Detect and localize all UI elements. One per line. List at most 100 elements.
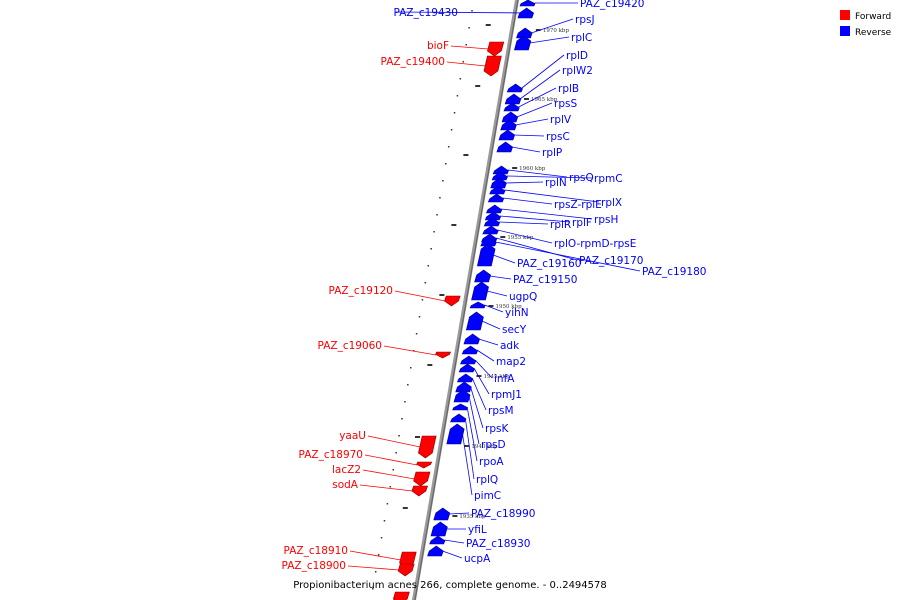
- reverse-gene[interactable]: pimC: [446, 423, 501, 502]
- gene-leader-line: [516, 102, 553, 118]
- gene-label: rplN: [545, 177, 567, 189]
- gene-label: rplP: [542, 147, 562, 159]
- reverse-gene[interactable]: rpsZ-rplE: [487, 193, 602, 211]
- gene-leader-line: [518, 87, 557, 108]
- scale-tick: 1970 kbp: [535, 28, 569, 34]
- reverse-gene[interactable]: rpsM: [456, 373, 514, 417]
- reverse-gene[interactable]: PAZ_c19160: [476, 243, 581, 270]
- reverse-gene[interactable]: rpmJ1: [458, 363, 522, 401]
- gene-glyph: [413, 471, 431, 487]
- gene-leader-line: [507, 169, 568, 178]
- gene-label: yihN: [505, 307, 529, 319]
- tick-label: 1935 kbp: [459, 514, 486, 520]
- gene-glyph: [469, 301, 486, 309]
- gene-label: yaaU: [339, 430, 366, 442]
- gene-label: rpoA: [479, 456, 504, 468]
- gene-leader-line: [473, 367, 490, 395]
- gene-leader-line: [362, 469, 415, 480]
- reverse-gene[interactable]: PAZ_c19180: [480, 237, 707, 278]
- gene-leader-line: [506, 175, 593, 179]
- reverse-gene[interactable]: rplO-rpmD-rpsE: [482, 225, 637, 250]
- gene-leader-line: [496, 237, 578, 261]
- reverse-gene[interactable]: rplD: [506, 50, 588, 93]
- gene-leader-line: [466, 406, 478, 462]
- forward-gene[interactable]: bioF: [427, 40, 505, 57]
- gene-glyph: [458, 363, 475, 373]
- reverse-gene[interactable]: rplC: [514, 32, 592, 51]
- gene-label: rplD: [566, 50, 588, 62]
- reverse-gene[interactable]: rpoA: [452, 403, 505, 468]
- forward-gene[interactable]: sodA: [332, 479, 428, 497]
- forward-gene[interactable]: PAZ_c18910: [284, 545, 417, 569]
- reverse-gene[interactable]: rpsH: [485, 204, 618, 226]
- reverse-gene[interactable]: secY: [465, 311, 527, 336]
- gene-glyph: [491, 171, 508, 181]
- reverse-gene[interactable]: PAZ_c19430: [394, 7, 534, 19]
- reverse-gene[interactable]: rplQ: [450, 413, 499, 486]
- tick-label: 1965 kbp: [531, 97, 558, 103]
- gene-label: rpsK: [485, 423, 509, 435]
- reverse-gene[interactable]: rpsD: [453, 389, 506, 451]
- reverse-gene[interactable]: rplB: [503, 83, 579, 112]
- reverse-gene[interactable]: yihN: [469, 301, 529, 319]
- gene-label: PAZ_c19120: [329, 285, 393, 297]
- reverse-gene[interactable]: adk: [463, 333, 520, 352]
- reverse-gene[interactable]: rpmC: [491, 171, 623, 185]
- gene-glyph: [476, 243, 496, 267]
- reverse-gene[interactable]: rpsJ: [516, 14, 595, 39]
- reverse-gene[interactable]: rpsK: [455, 381, 510, 435]
- gene-glyph: [456, 373, 474, 383]
- gene-glyph: [485, 204, 503, 214]
- reverse-gene[interactable]: rpsS: [501, 98, 577, 123]
- reverse-gene[interactable]: PAZ_c18990: [433, 507, 536, 521]
- reverse-gene[interactable]: yfiL: [430, 521, 487, 537]
- gene-label: rpsS: [554, 98, 577, 110]
- reverse-gene[interactable]: PAZ_c19420: [519, 0, 644, 10]
- reverse-gene[interactable]: infA: [460, 355, 516, 385]
- reverse-gene[interactable]: rplV: [500, 114, 572, 131]
- reverse-gene[interactable]: rplP: [496, 141, 562, 159]
- gene-glyph: [487, 193, 505, 203]
- reverse-gene[interactable]: rplR: [483, 217, 571, 231]
- gene-label: PAZ_c18900: [282, 560, 346, 572]
- reverse-gene[interactable]: rplN: [490, 177, 567, 189]
- gene-label: PAZ_c19430: [394, 7, 458, 19]
- reverse-gene[interactable]: PAZ_c19150: [474, 269, 578, 286]
- gene-glyph: [474, 269, 491, 283]
- forward-gene[interactable]: PAZ_c19120: [329, 285, 461, 307]
- gene-leader-line: [497, 229, 553, 244]
- forward-gene[interactable]: PAZ_c18970: [299, 449, 433, 469]
- reverse-gene[interactable]: rplW2: [504, 65, 593, 105]
- forward-gene[interactable]: PAZ_c18900: [282, 560, 415, 577]
- gene-label: rpsM: [488, 405, 514, 417]
- forward-gene[interactable]: PAZ_c19400: [381, 55, 502, 77]
- gene-glyph: [500, 119, 517, 131]
- reverse-gene[interactable]: ugpQ: [471, 281, 538, 303]
- scale-tick: 1935 kbp: [452, 514, 486, 520]
- reverse-gene[interactable]: rplF: [484, 211, 592, 229]
- reverse-gene[interactable]: rplX: [489, 185, 622, 209]
- reverse-gene[interactable]: PAZ_c18930: [429, 535, 531, 550]
- gene-label: rpsC: [546, 131, 570, 143]
- genome-backbone: [411, 0, 520, 600]
- scale-tick: 1950 kbp: [488, 304, 522, 310]
- gene-glyph: [514, 35, 532, 51]
- gene-leader-line: [471, 377, 487, 411]
- scale-tick: 1965 kbp: [524, 97, 558, 103]
- forward-gene[interactable]: lacZ2: [332, 464, 431, 487]
- reverse-gene[interactable]: ucpA: [427, 545, 492, 565]
- forward-gene[interactable]: yaaU: [339, 430, 437, 459]
- legend-reverse-label: Reverse: [855, 28, 892, 38]
- reverse-gene[interactable]: map2: [461, 345, 526, 368]
- gene-glyph: [471, 281, 489, 301]
- gene-glyph: [444, 295, 461, 307]
- gene-glyph: [427, 545, 444, 557]
- gene-glyph: [492, 165, 509, 175]
- forward-gene[interactable]: PAZ_c19060: [318, 340, 452, 359]
- gene-leader-line: [450, 45, 489, 50]
- gene-glyph: [504, 93, 522, 105]
- reverse-gene[interactable]: rpsC: [498, 129, 570, 143]
- gene-label: PAZ_c18970: [299, 449, 363, 461]
- gene-leader-line: [462, 433, 473, 496]
- gene-leader-line: [347, 565, 400, 571]
